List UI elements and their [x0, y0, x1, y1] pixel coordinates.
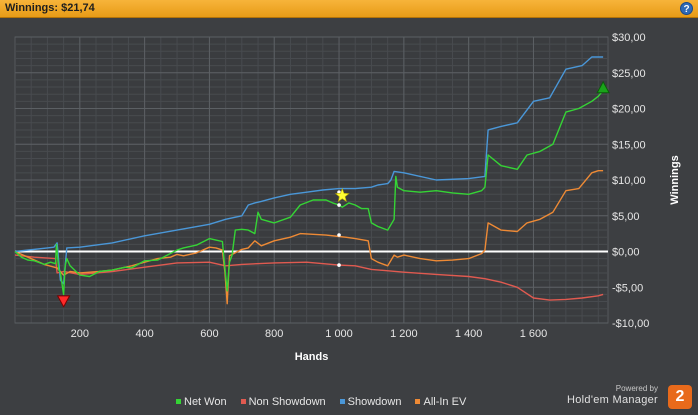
- y-tick-label: $20,00: [612, 104, 646, 116]
- star-marker: [334, 187, 350, 203]
- y-tick-label: $25,00: [612, 68, 646, 80]
- x-tick-label: 1 000: [325, 328, 353, 340]
- x-tick-label: 200: [71, 328, 89, 340]
- legend-item[interactable]: Net Won: [176, 396, 227, 408]
- x-tick-label: 600: [200, 328, 218, 340]
- winnings-chart: 200 400 600 800 1 000 1 200 1 400 1 600 -$10,00 -…: [14, 32, 681, 363]
- legend-swatch: [415, 399, 421, 404]
- y-tick-label: $5,00: [612, 211, 640, 223]
- series-line-net-won: [14, 90, 604, 296]
- hem2-logo: Powered by Hold'em Manager 2: [554, 384, 694, 414]
- reference-dot: [337, 263, 341, 267]
- hem2-badge: 2: [668, 385, 692, 409]
- y-tick-label: $0,00: [612, 247, 640, 259]
- reference-dot: [337, 233, 341, 237]
- title-bar: Winnings: $21,74 ?: [0, 0, 698, 18]
- powered-by-label: Powered by: [615, 384, 658, 393]
- footer: Net Won Non Showdown Showdown All-In EV Pow…: [0, 384, 698, 415]
- help-icon[interactable]: ?: [680, 2, 693, 15]
- y-tick-label: $15,00: [612, 139, 646, 151]
- winnings-title: Winnings: $21,74: [5, 2, 95, 14]
- legend-label: Showdown: [347, 396, 402, 408]
- legend-label: Net Won: [184, 396, 227, 408]
- y-tick-label: -$10,00: [612, 318, 649, 330]
- legend-swatch: [176, 399, 181, 404]
- x-tick-label: 1 600: [520, 328, 548, 340]
- x-tick-label: 1 200: [390, 328, 418, 340]
- legend-item[interactable]: Showdown: [339, 396, 402, 408]
- x-tick-label: 800: [265, 328, 283, 340]
- brand-name: Hold'em Manager: [567, 394, 658, 406]
- legend-label: All-In EV: [423, 396, 467, 408]
- legend-item[interactable]: Non Showdown: [240, 396, 326, 408]
- x-axis-title: Hands: [295, 351, 329, 363]
- y-tick-label: $30,00: [612, 32, 646, 44]
- y-tick-label: -$5,00: [612, 282, 643, 294]
- reference-dot: [337, 203, 341, 207]
- legend-swatch: [240, 399, 246, 404]
- x-tick-label: 400: [135, 328, 153, 340]
- legend-swatch: [339, 399, 345, 404]
- series-line-showdown: [14, 56, 604, 285]
- max-marker: [596, 80, 610, 94]
- legend-item[interactable]: All-In EV: [415, 396, 466, 408]
- legend-label: Non Showdown: [248, 396, 326, 408]
- min-marker: [56, 295, 71, 308]
- y-tick-label: $10,00: [612, 175, 646, 187]
- chart-legend: Net Won Non Showdown Showdown All-In EV: [176, 396, 480, 408]
- x-tick-label: 1 400: [455, 328, 483, 340]
- y-axis-title: Winnings: [669, 155, 681, 204]
